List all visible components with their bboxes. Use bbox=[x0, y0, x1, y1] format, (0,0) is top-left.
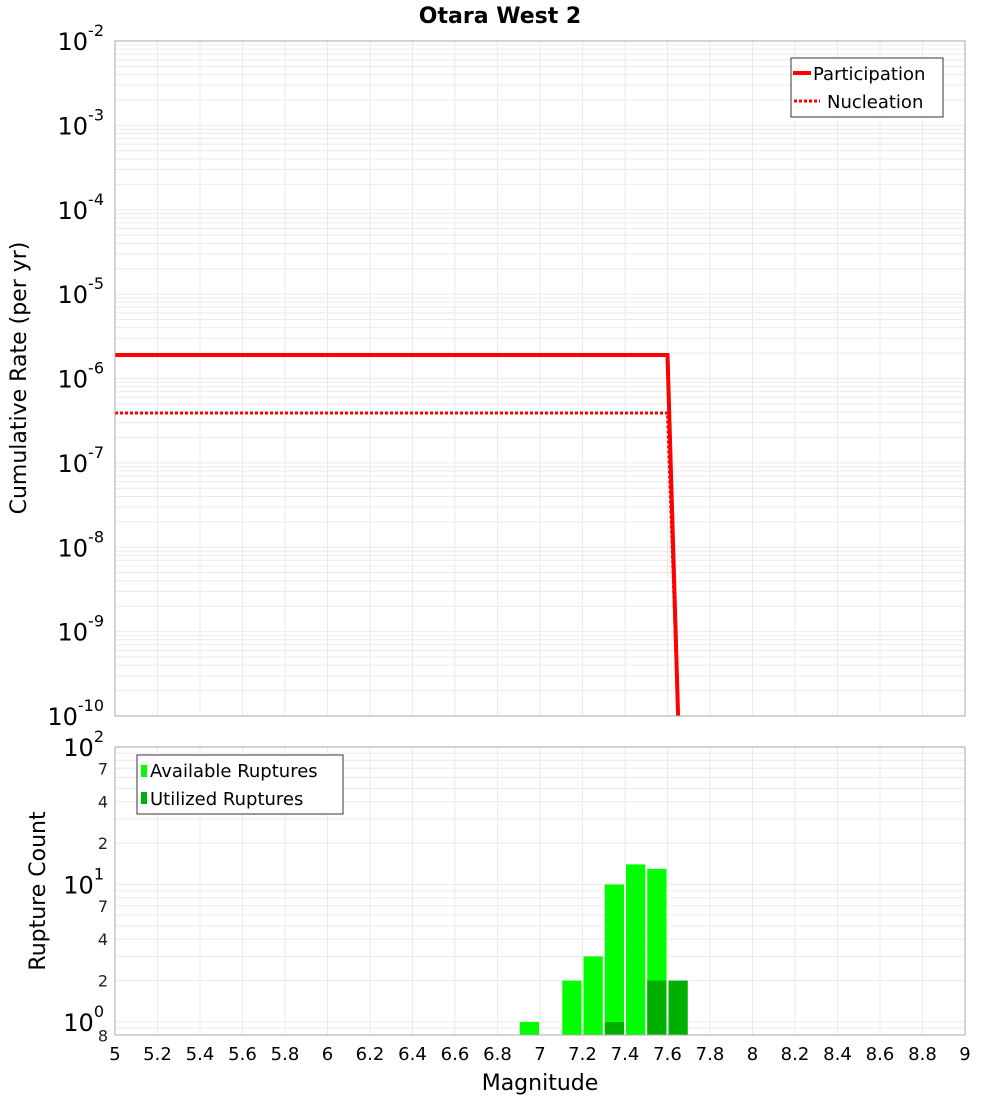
rate-plot-grid bbox=[115, 41, 966, 717]
available-legend-label: Available Ruptures bbox=[150, 761, 318, 782]
y-tick-label: 10-10 bbox=[47, 696, 104, 731]
y-minor-tick-label: 8 bbox=[98, 1026, 108, 1045]
y-minor-tick-label: 4 bbox=[98, 793, 108, 812]
rupture-plot-y-label: Rupture Count bbox=[26, 811, 51, 971]
rupture-plot-y-ticks: 102 101 100 7 4 2 7 4 2 8 bbox=[63, 727, 108, 1045]
x-tick-label: 9 bbox=[959, 1044, 970, 1065]
y-minor-tick-label: 7 bbox=[98, 897, 108, 916]
available-bar bbox=[604, 884, 624, 1035]
x-tick-label: 5.2 bbox=[143, 1044, 172, 1065]
y-tick-label: 10-6 bbox=[58, 359, 105, 394]
rate-plot: 10-2 10-3 10-4 10-5 10-6 10-7 10-8 10-9 10-10 Cu… bbox=[7, 21, 966, 731]
x-tick-label: 8 bbox=[747, 1044, 758, 1065]
x-tick-label: 6.6 bbox=[441, 1044, 470, 1065]
y-tick-label: 10-3 bbox=[58, 105, 105, 140]
rate-plot-series bbox=[115, 353, 681, 717]
utilized-bar bbox=[647, 980, 667, 1035]
utilized-legend-label: Utilized Ruptures bbox=[150, 789, 303, 810]
x-tick-label: 6 bbox=[322, 1044, 333, 1065]
chart-title: Otara West 2 bbox=[419, 4, 581, 29]
y-minor-tick-label: 7 bbox=[98, 759, 108, 778]
x-tick-label: 6.4 bbox=[398, 1044, 427, 1065]
x-tick-label: 7.8 bbox=[696, 1044, 725, 1065]
available-legend-swatch bbox=[141, 765, 147, 777]
x-tick-label: 7.4 bbox=[611, 1044, 640, 1065]
available-bar bbox=[583, 956, 603, 1035]
available-bar bbox=[626, 864, 646, 1035]
x-tick-label: 5.6 bbox=[228, 1044, 257, 1065]
rate-legend: Participation Nucleation bbox=[790, 57, 944, 118]
rupture-plot-bars bbox=[519, 864, 688, 1035]
x-tick-label: 7 bbox=[534, 1044, 545, 1065]
x-tick-label: 6.2 bbox=[356, 1044, 385, 1065]
y-tick-label: 101 bbox=[63, 865, 104, 900]
y-tick-label: 102 bbox=[63, 727, 104, 762]
x-tick-label: 8.8 bbox=[908, 1044, 937, 1065]
y-tick-label: 10-4 bbox=[58, 190, 105, 225]
rate-plot-frame bbox=[114, 40, 966, 717]
nucleation-legend-label: Nucleation bbox=[827, 92, 923, 113]
x-axis-ticks: 5 5.2 5.4 5.6 5.8 6 6.2 6.4 6.6 6.8 7 7.2 7.4 7.6 7.8 8… bbox=[109, 1044, 970, 1065]
x-tick-label: 5.8 bbox=[271, 1044, 300, 1065]
participation-legend-label: Participation bbox=[813, 64, 925, 85]
x-tick-label: 8.4 bbox=[823, 1044, 852, 1065]
rate-plot-y-ticks: 10-2 10-3 10-4 10-5 10-6 10-7 10-8 10-9 10-10 bbox=[47, 21, 104, 731]
rupture-count-plot: 102 101 100 7 4 2 7 4 2 8 Rupture Count Available… bbox=[26, 727, 966, 1045]
y-tick-label: 10-5 bbox=[58, 274, 105, 309]
rate-plot-y-label: Cumulative Rate (per yr) bbox=[7, 242, 32, 515]
x-tick-label: 5.4 bbox=[186, 1044, 215, 1065]
utilized-legend-swatch bbox=[141, 792, 147, 804]
y-tick-label: 10-2 bbox=[58, 21, 105, 56]
x-tick-label: 7.6 bbox=[653, 1044, 682, 1065]
x-tick-label: 8.6 bbox=[866, 1044, 895, 1065]
x-tick-label: 5 bbox=[109, 1044, 120, 1065]
utilized-bar bbox=[604, 1022, 624, 1035]
y-tick-label: 100 bbox=[63, 1002, 104, 1037]
y-tick-label: 10-7 bbox=[58, 443, 105, 478]
x-tick-label: 7.2 bbox=[568, 1044, 597, 1065]
x-tick-label: 6.8 bbox=[483, 1044, 512, 1065]
rupture-legend: Available Ruptures Utilized Ruptures bbox=[136, 754, 344, 815]
y-minor-tick-label: 2 bbox=[98, 972, 108, 991]
y-minor-tick-label: 4 bbox=[98, 930, 108, 949]
x-axis-label: Magnitude bbox=[482, 1071, 599, 1096]
nucleation-line bbox=[115, 411, 680, 717]
rupture-plot-frame bbox=[114, 746, 966, 1036]
utilized-bar bbox=[668, 980, 688, 1035]
y-minor-tick-label: 2 bbox=[98, 834, 108, 853]
y-tick-label: 10-8 bbox=[58, 527, 105, 562]
available-bar bbox=[562, 980, 582, 1035]
y-tick-label: 10-9 bbox=[58, 612, 105, 647]
x-tick-label: 8.2 bbox=[781, 1044, 810, 1065]
available-bar bbox=[519, 1022, 539, 1035]
participation-line bbox=[115, 353, 681, 717]
